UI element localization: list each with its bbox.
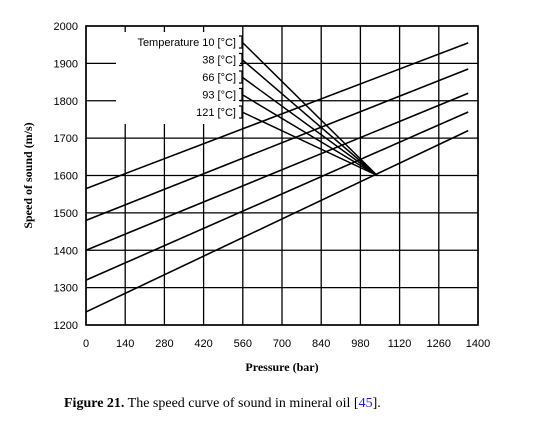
- x-tick-label: 420: [194, 338, 212, 350]
- x-axis-title: Pressure (bar): [245, 360, 318, 374]
- legend-connector-0: [241, 41, 378, 177]
- x-tick-label: 140: [116, 338, 134, 350]
- tick-labels: 0 140 280 420 560 700 840 980 1120 1260 1400 1200 13…: [54, 21, 491, 350]
- y-tick-label: 1500: [54, 208, 78, 220]
- caption-label: Figure 21.: [64, 396, 125, 411]
- y-tick-label: 1200: [54, 320, 78, 332]
- y-tick-label: 1300: [54, 283, 78, 295]
- plot-frame: [85, 25, 479, 326]
- y-tick-label: 1700: [54, 133, 78, 145]
- y-tick-label: 1900: [54, 58, 78, 70]
- citation-link[interactable]: 45: [358, 396, 373, 411]
- y-axis-title: Speed of sound (m/s): [21, 122, 35, 228]
- x-tick-label: 560: [234, 338, 252, 350]
- legend-connector-1: [241, 58, 378, 177]
- legend-label-1: 38 [°C]: [202, 55, 236, 67]
- x-tick-label: 1120: [388, 338, 412, 350]
- series-line-3: [85, 111, 469, 281]
- y-tick-label: 2000: [54, 21, 78, 33]
- caption-end: ].: [372, 396, 381, 411]
- y-tick-label: 1600: [54, 171, 78, 183]
- x-tick-label: 1400: [466, 338, 490, 350]
- y-tick-label: 1400: [54, 245, 78, 257]
- series-line-4: [85, 129, 469, 313]
- x-tick-label: 0: [83, 338, 89, 350]
- y-tick-label: 1800: [54, 96, 78, 108]
- legend-label-0: Temperature 10 [°C]: [137, 37, 236, 49]
- legend-label-2: 66 [°C]: [202, 72, 236, 84]
- x-tick-label: 840: [312, 338, 330, 350]
- x-tick-label: 1260: [427, 338, 451, 350]
- x-tick-label: 700: [273, 338, 291, 350]
- caption-text: The speed curve of sound in mineral oil …: [124, 396, 359, 411]
- legend-connector-2: [241, 76, 378, 177]
- series-lines: [85, 42, 469, 313]
- legend-connector-3: [241, 93, 378, 177]
- legend-background: [116, 32, 240, 124]
- series-line-2: [85, 92, 469, 251]
- x-tick-label: 980: [351, 338, 369, 350]
- series-line-1: [85, 68, 469, 222]
- x-tick-label: 280: [155, 338, 173, 350]
- legend: Temperature 10 [°C] 38 [°C] 66 [°C] 93 [°C]…: [137, 35, 378, 177]
- legend-label-4: 121 [°C]: [196, 107, 236, 119]
- legend-connector-4: [241, 111, 378, 177]
- figure-caption: Figure 21. The speed curve of sound in m…: [64, 396, 381, 412]
- chart: Temperature 10 [°C] 38 [°C] 66 [°C] 93 [°C]…: [21, 21, 491, 374]
- legend-label-3: 93 [°C]: [202, 90, 236, 102]
